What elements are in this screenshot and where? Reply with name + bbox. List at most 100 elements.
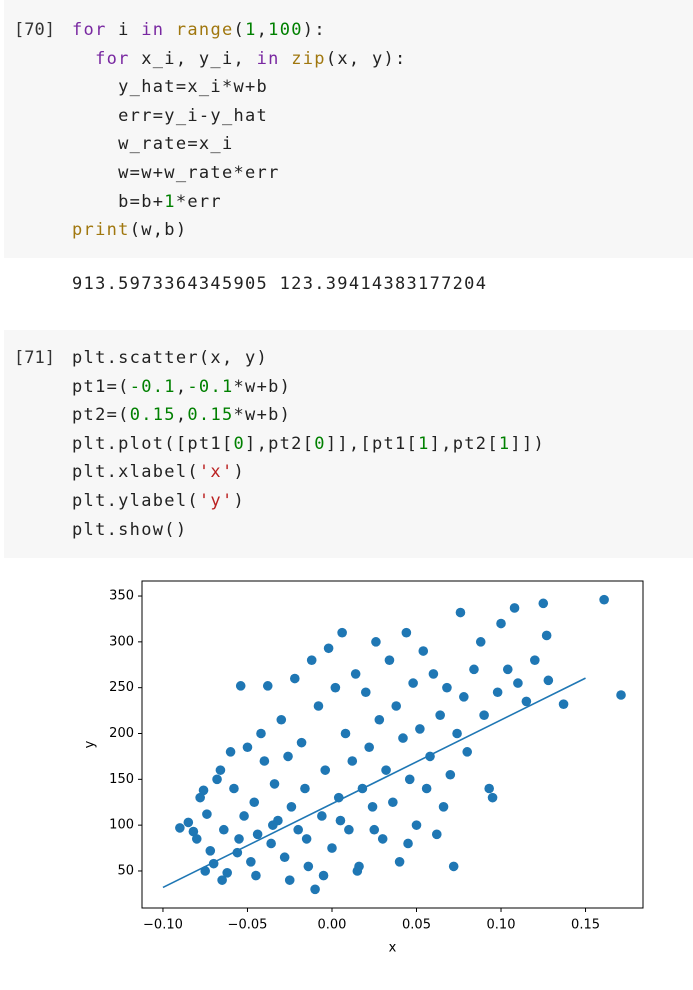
scatter-point [364,742,374,753]
scatter-point [303,861,314,872]
scatter-point [448,861,459,872]
code-token: 1 [498,433,511,454]
y-tick-label: 300 [109,634,134,649]
code-token: , [256,20,269,40]
code-line: for i in range(1,100): [72,20,326,40]
scatter-point [431,829,442,840]
y-tick-label: 100 [109,818,134,833]
scatter-point [317,811,327,821]
code-line: plt.xlabel('x') [72,462,245,482]
scatter-point [340,728,351,739]
code-token: zip [291,48,326,69]
scatter-point [344,824,354,835]
code-token: print [72,220,130,241]
scatter-point [558,699,569,709]
scatter-point [286,802,297,812]
code-token: 0.15 [187,405,234,426]
scatter-point [428,669,439,679]
code-token [164,20,176,40]
scatter-point [242,742,253,753]
cell-prompt: [70] [14,20,55,40]
code-line: for x_i, y_i, in zip(x, y): [72,49,407,69]
scatter-point [599,594,609,605]
scatter-point [239,811,249,821]
scatter-point [337,627,347,638]
scatter-point [484,783,494,794]
code-token: plt.show() [72,519,188,540]
scatter-point [246,857,256,867]
code-token: range [175,20,234,40]
code-token: in [141,20,165,40]
code-line: plt.ylabel('y') [72,491,245,511]
scatter-point [293,824,303,835]
code-line: plt.plot([pt1[0],pt2[0]],[pt1[1],pt2[1]]… [72,434,545,454]
code-token: 'x' [198,462,234,483]
scatter-point [306,655,317,665]
code-token: 1 [164,191,176,212]
scatter-point [215,765,226,775]
scatter-point [251,870,261,881]
x-tick-label: 0.15 [571,918,600,933]
plot-frame [141,580,644,909]
code-line: w_rate=x_i [72,134,234,154]
y-axis-label: y [83,740,98,748]
scatter-point [318,870,329,881]
x-tick-label: −0.05 [228,918,268,933]
code-token: plt.xlabel( [72,462,199,483]
scatter-point [384,655,395,665]
code-token: ( [233,20,246,40]
code-token: (w,b) [129,220,188,241]
code-token: ],pt2[ [429,433,499,454]
code-token: 1 [418,433,430,454]
scatter-point [320,765,331,775]
code-token: in [256,48,280,69]
scatter-point [205,846,216,856]
scatter-point [217,875,227,885]
code-token: plt.plot([pt1[ [72,433,234,454]
x-tick-label: 0.10 [487,918,516,933]
scatter-point [415,724,425,734]
code-token: y_hat=x_i*w+b [72,77,269,98]
code-token: (x, y): [325,48,407,69]
scatter-point [492,687,503,698]
scatter-point [276,714,287,725]
code-token: ) [233,491,246,511]
scatter-point [225,747,236,757]
scatter-point [616,690,626,700]
code-line: print(w,b) [72,220,187,240]
code-token: , [175,376,188,397]
y-tick-label: 350 [109,589,134,604]
scatter-point [195,792,205,803]
code-token: ): [302,20,326,40]
scatter-point [235,681,246,691]
x-axis-label: x [389,941,397,956]
code-token: ],pt2[ [245,433,315,454]
scatter-point [513,678,523,688]
scatter-point [188,826,199,837]
x-tick-label: −0.10 [143,918,183,933]
scatter-point [367,802,378,812]
scatter-point [234,834,244,844]
scatter-point [352,866,363,876]
scatter-point [538,598,549,609]
scatter-point [398,733,408,743]
scatter-point [530,655,540,665]
code-line: w=w+w_rate*err [72,163,280,183]
scatter-point [284,875,295,885]
code-line: plt.scatter(x, y) [72,348,268,368]
cell-output: 913.5973364345905 123.39414383177204 [72,274,488,294]
scatter-point [323,643,334,654]
scatter-point [229,783,239,794]
y-tick-label: 200 [109,726,134,741]
scatter-point [191,834,202,844]
code-token: ) [233,462,246,483]
scatter-point [421,783,432,794]
x-tick-label: 0.00 [318,918,347,933]
code-token: *w+b) [233,405,292,426]
scatter-point [455,607,466,618]
scatter-point [521,696,532,707]
code-token: -0.1 [187,376,234,397]
scatter-point [219,824,229,835]
scatter-point [487,792,498,803]
